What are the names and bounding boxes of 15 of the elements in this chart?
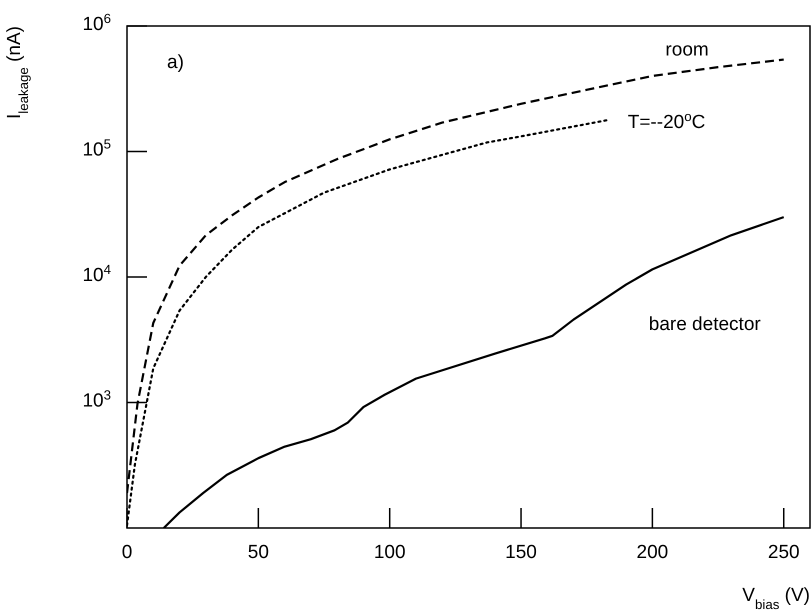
annotation: a) [167,52,184,73]
y-tick-label: 10$^{4}$ [82,262,111,286]
x-tick-label: 50 [248,542,269,563]
y-tick-label: 10$^{3}$ [82,387,111,412]
x-tick-label: 150 [505,542,537,563]
x-tick-label: 200 [636,542,668,563]
series-label: T=--20$^{o}$C [628,108,706,134]
y-tick-label: 10$^{6}$ [82,10,111,35]
x-tick-label: 0 [122,542,132,563]
series-label: bare detector [648,314,762,336]
x-tick-label: 100 [374,542,406,563]
x-axis-title: V$_{bias}$ (V) [742,585,810,612]
x-tick-label: 250 [768,542,800,563]
series-label: room [665,40,709,61]
y-tick-label: 10$^{5}$ [82,136,111,160]
